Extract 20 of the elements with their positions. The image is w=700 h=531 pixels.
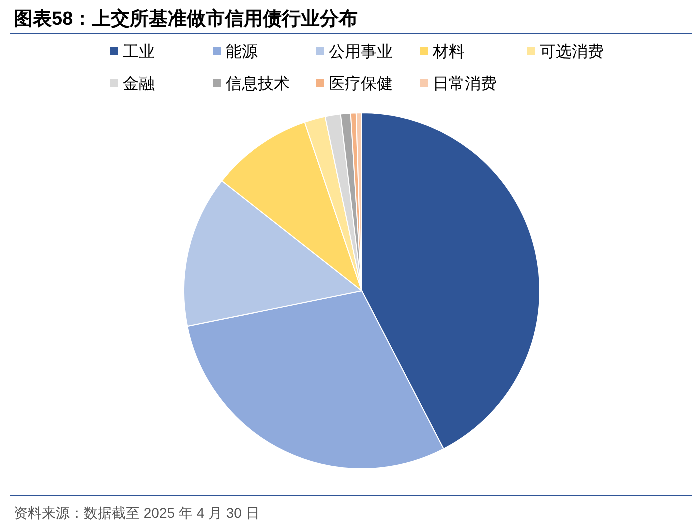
legend-label: 医疗保健 — [329, 74, 393, 93]
legend-label: 公用事业 — [329, 42, 393, 61]
legend-item: 金融 — [110, 74, 155, 93]
legend-item: 工业 — [110, 42, 155, 61]
legend-label: 材料 — [432, 42, 465, 61]
legend-item: 可选消费 — [527, 42, 604, 61]
legend-label: 信息技术 — [226, 74, 290, 93]
chart-title: 图表58：上交所基准做市信用债行业分布 — [14, 8, 358, 30]
legend-item: 日常消费 — [420, 74, 497, 93]
legend-item: 能源 — [213, 42, 258, 61]
legend-item: 信息技术 — [213, 74, 290, 93]
legend-label: 工业 — [123, 42, 155, 61]
legend-label: 可选消费 — [540, 42, 604, 61]
legend-item: 材料 — [420, 42, 465, 61]
legend-label: 日常消费 — [433, 74, 497, 93]
text: 资料来源：数据截至 2025 年 4 月 30 日 — [14, 505, 260, 521]
legend-label: 金融 — [123, 74, 155, 93]
legend-item: 医疗保健 — [316, 74, 393, 93]
legend-label: 能源 — [226, 42, 258, 61]
legend-item: 公用事业 — [316, 42, 393, 61]
